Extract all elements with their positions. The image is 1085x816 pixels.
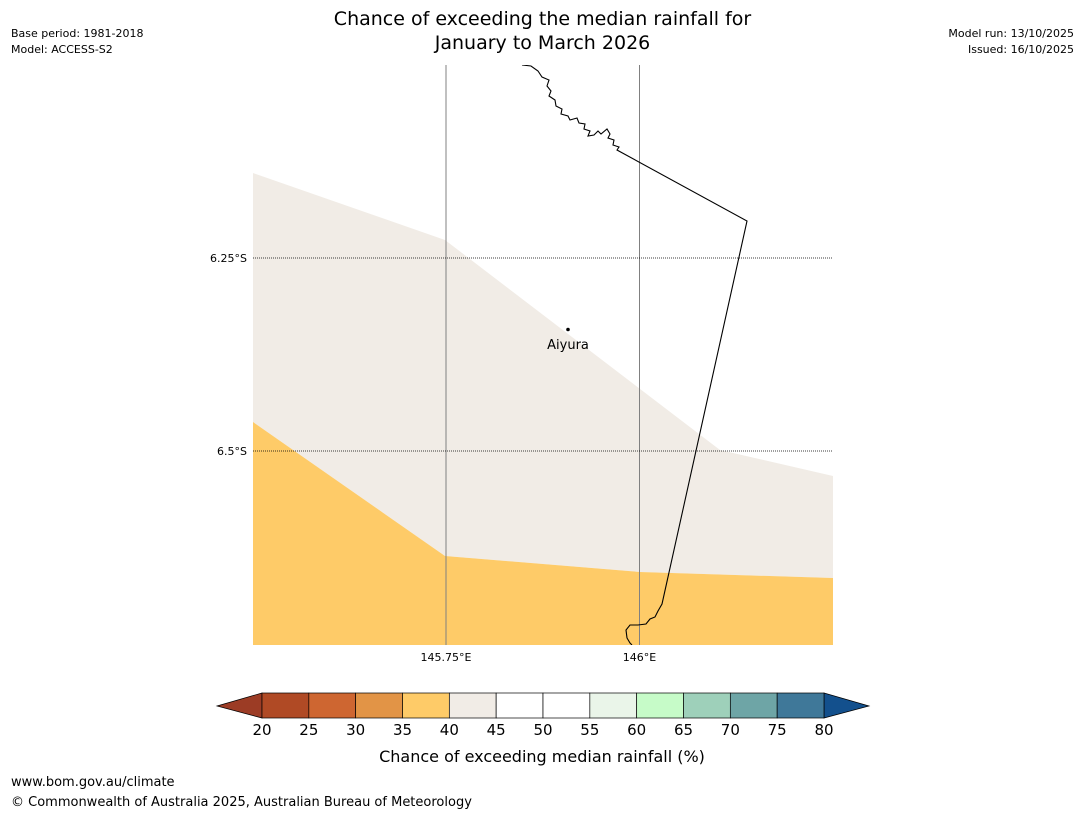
colorbar: 20 25 30 35 40 45 50 55 60 65 70 75 80 Chance of exc…: [215, 692, 871, 766]
place-label: Aiyura: [547, 338, 589, 353]
colorbar-cell: [636, 692, 684, 719]
band-35-40-region: [253, 422, 833, 645]
lat-label: 6.5°S: [217, 445, 247, 458]
map-area: [253, 65, 833, 645]
lat-label: 6.25°S: [210, 252, 247, 265]
title-line-1: Chance of exceeding the median rainfall …: [333, 8, 752, 30]
map-title: Chance of exceeding the median rainfall …: [0, 7, 1085, 55]
province-border: [521, 65, 748, 645]
colorbar-title: Chance of exceeding median rainfall (%): [379, 747, 705, 766]
colorbar-tick-label: 40: [440, 721, 459, 739]
model-text: Model: ACCESS-S2: [11, 43, 113, 56]
colorbar-tick-label: 25: [299, 721, 318, 739]
run-info: Model run: 13/10/2025 Issued: 16/10/2025: [948, 26, 1074, 58]
footer-copyright: © Commonwealth of Australia 2025, Austra…: [11, 795, 472, 810]
band-40-45-region: [253, 173, 833, 578]
colorbar-over-arrow: [823, 692, 871, 719]
colorbar-tick-label: 35: [393, 721, 412, 739]
colorbar-tick-label: 80: [814, 721, 833, 739]
place-dot: [566, 327, 570, 332]
colorbar-cell: [402, 692, 450, 719]
colorbar-cell: [729, 692, 778, 719]
colorbar-cell: [495, 692, 544, 719]
colorbar-cell: [776, 692, 825, 719]
colorbar-tick-label: 45: [487, 721, 506, 739]
place-marker-aiyura: Aiyura: [547, 327, 589, 353]
colorbar-cell: [355, 692, 403, 719]
model-run-text: Model run: 13/10/2025: [948, 27, 1074, 40]
colorbar-tick-label: 75: [768, 721, 787, 739]
colorbar-tick-label: 70: [721, 721, 740, 739]
lon-label: 145.75°E: [421, 651, 472, 664]
colorbar-tick-label: 55: [580, 721, 599, 739]
colorbar-tick-label: 30: [346, 721, 365, 739]
colorbar-cell: [448, 692, 497, 719]
footer-url: www.bom.gov.au/climate: [11, 775, 175, 790]
colorbar-tick-label: 60: [627, 721, 646, 739]
colorbar-cell: [683, 692, 731, 719]
base-period-text: Base period: 1981-2018: [11, 27, 144, 40]
colorbar-cell: [542, 692, 591, 719]
model-info: Base period: 1981-2018 Model: ACCESS-S2: [11, 26, 143, 58]
latitude-labels: 6.25°S 6.5°S: [210, 252, 247, 458]
colorbar-tick-label: 20: [252, 721, 271, 739]
lon-label: 146°E: [623, 651, 656, 664]
colorbar-cell: [589, 692, 638, 719]
colorbar-tick-label: 65: [674, 721, 693, 739]
title-line-2: January to March 2026: [434, 32, 651, 54]
issued-text: Issued: 16/10/2025: [967, 43, 1074, 56]
colorbar-under-arrow: [215, 692, 263, 719]
longitude-labels: 145.75°E 146°E: [421, 651, 657, 664]
colorbar-cell: [308, 692, 357, 719]
colorbar-tick-label: 50: [533, 721, 552, 739]
colorbar-cell: [261, 692, 310, 719]
